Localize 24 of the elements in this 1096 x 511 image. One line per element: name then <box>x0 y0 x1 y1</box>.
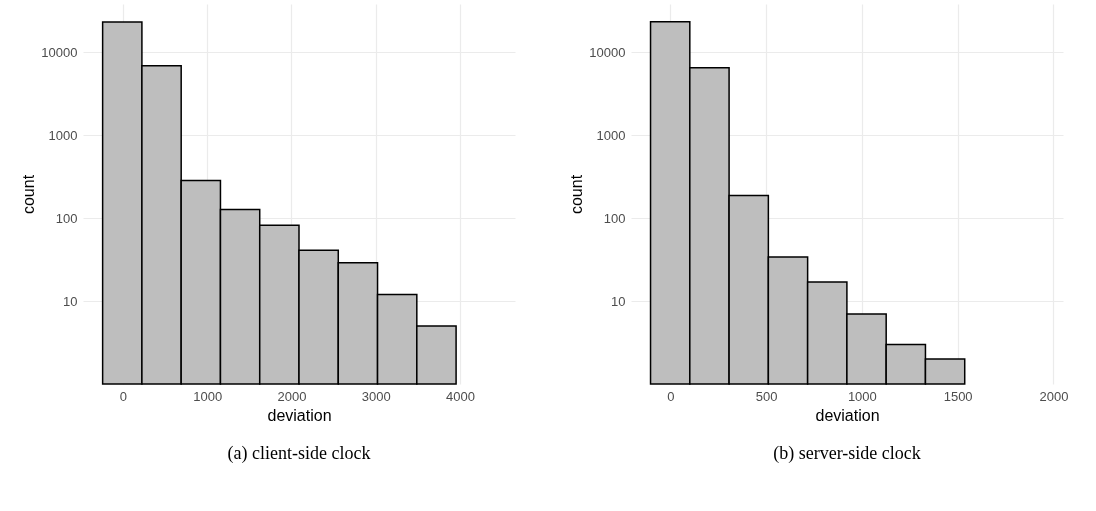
x-axis-title: deviation <box>267 406 332 424</box>
x-tick-label: 1000 <box>193 388 223 404</box>
y-tick-label: 1000 <box>596 127 626 143</box>
y-tick-label: 10000 <box>41 44 78 60</box>
x-tick-label: 3000 <box>361 388 391 404</box>
y-tick-label: 10000 <box>589 44 626 60</box>
x-tick-label: 2000 <box>277 388 307 404</box>
x-tick-label: 1000 <box>847 388 877 404</box>
x-tick-label: 0 <box>667 388 675 404</box>
text: (b) server-side clock <box>773 443 921 464</box>
y-tick-label: 10 <box>63 293 78 309</box>
y-tick-label: 10 <box>611 293 626 309</box>
x-tick-label: 4000 <box>446 388 475 404</box>
x-tick-label: 500 <box>755 388 778 404</box>
y-axis-title: count <box>20 174 38 215</box>
y-tick-label: 1000 <box>48 127 78 143</box>
y-axis-title: count <box>568 174 586 215</box>
y-tick-label: 100 <box>603 210 626 226</box>
x-tick-label: 1500 <box>943 388 973 404</box>
x-tick-label: 0 <box>119 388 127 404</box>
x-tick-label: 2000 <box>1039 388 1069 404</box>
x-axis-title: deviation <box>815 406 880 424</box>
y-tick-label: 100 <box>55 210 78 226</box>
text: (a) client-side clock <box>227 443 371 464</box>
